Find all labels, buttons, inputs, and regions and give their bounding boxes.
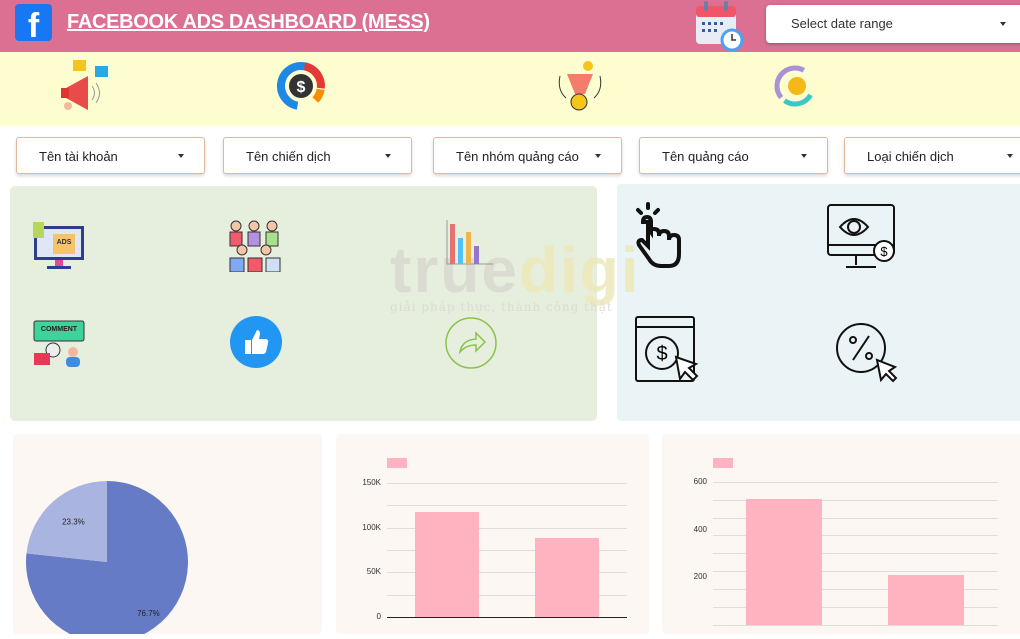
- y-tick-label: 400: [693, 524, 707, 534]
- dollar-donut-icon: $: [277, 62, 325, 110]
- gridline: [713, 517, 998, 519]
- filter-account-name[interactable]: Tên tài khoản: [16, 137, 205, 174]
- megaphone-icon: [61, 60, 108, 110]
- percent-click-icon: [836, 323, 898, 383]
- gridline: [713, 535, 998, 537]
- pie-label: 23.3%: [62, 518, 85, 527]
- comment-icon: COMMENT: [33, 320, 85, 367]
- chevron-down-icon: [1000, 22, 1006, 26]
- y-tick-label: 200: [693, 572, 707, 581]
- filter-label: Tên nhóm quảng cáo: [456, 149, 579, 164]
- chevron-down-icon: [1007, 153, 1013, 158]
- svg-text:$: $: [297, 79, 306, 96]
- pie-chart: 76.7% 23.3%: [26, 481, 188, 639]
- gridline: [387, 505, 627, 507]
- coin-cycle-icon: [774, 65, 816, 107]
- truedigi-watermark: truedigi giải pháp thực, thành công thật: [390, 234, 641, 314]
- pie-slice[interactable]: [26, 481, 107, 562]
- share-icon: [445, 317, 497, 369]
- bar-chart-icon: [446, 220, 493, 265]
- gridline: [387, 550, 627, 551]
- facebook-logo-icon: f: [15, 4, 52, 41]
- filter-adset-name[interactable]: Tên nhóm quảng cáo: [433, 137, 622, 174]
- bar[interactable]: [888, 574, 964, 625]
- engagement-metrics-panel: [10, 186, 597, 421]
- gridline: [713, 588, 998, 590]
- filter-campaign-name[interactable]: Tên chiến dịch: [223, 137, 412, 174]
- y-tick-label: 0: [376, 612, 381, 621]
- filter-ad-name[interactable]: Tên quảng cáo: [639, 137, 828, 174]
- pie-label: 76.7%: [137, 609, 160, 618]
- calendar-clock-icon: [696, 1, 744, 52]
- y-tick-label: 50K: [366, 567, 381, 577]
- cost-per-click-icon: $: [635, 316, 699, 382]
- filter-label: Tên chiến dịch: [246, 149, 331, 164]
- filter-label: Loại chiến dịch: [867, 149, 954, 164]
- bar[interactable]: [415, 512, 479, 617]
- legend-swatch: [387, 458, 407, 468]
- bar[interactable]: [535, 538, 599, 617]
- filter-campaign-type[interactable]: Loại chiến dịch: [844, 137, 1020, 174]
- page-title[interactable]: FACEBOOK ADS DASHBOARD (MESS): [67, 11, 430, 33]
- gridline: [713, 553, 998, 555]
- y-tick-label: 600: [693, 477, 707, 486]
- svg-text:COMMENT: COMMENT: [41, 326, 78, 333]
- chevron-down-icon: [385, 153, 391, 158]
- chevron-down-icon: [595, 153, 601, 158]
- gridline: [713, 482, 998, 483]
- svg-text:$: $: [880, 244, 888, 259]
- y-tick-label: 150K: [362, 478, 381, 487]
- chevron-down-icon: [801, 153, 807, 158]
- gridline: [387, 572, 627, 574]
- gridline: [713, 624, 998, 626]
- gridline: [387, 483, 627, 484]
- impression-monitor-icon: $: [827, 204, 895, 268]
- filter-label: Tên quảng cáo: [662, 149, 749, 164]
- bar-chart-card-1: 150K 100K 50K 0: [336, 434, 649, 634]
- gridline: [713, 571, 998, 573]
- x-axis-line: [387, 617, 627, 618]
- chevron-down-icon: [178, 153, 184, 158]
- date-range-placeholder: Select date range: [791, 16, 893, 31]
- kpi-icon-band: [0, 52, 1020, 126]
- gridline: [713, 499, 998, 501]
- pie-slice[interactable]: [26, 481, 188, 639]
- date-range-select[interactable]: Select date range: [766, 5, 1020, 43]
- filter-label: Tên tài khoản: [39, 149, 118, 164]
- gridline: [387, 594, 627, 596]
- like-icon: [230, 316, 282, 368]
- svg-text:$: $: [656, 343, 667, 365]
- ads-monitor-icon: ADS: [33, 222, 84, 269]
- legend-swatch: [713, 458, 733, 468]
- svg-text:ADS: ADS: [57, 239, 72, 246]
- bar[interactable]: [746, 498, 822, 625]
- funnel-money-icon: [558, 61, 602, 111]
- click-icon: [636, 202, 681, 268]
- y-tick-label: 100K: [362, 522, 381, 532]
- audience-icon: [229, 220, 281, 272]
- gridline: [387, 527, 627, 529]
- gridline: [713, 606, 998, 608]
- pie-chart-card: 76.7% 23.3%: [13, 434, 322, 639]
- bar-chart-card-2: 600 400 200: [662, 434, 1020, 634]
